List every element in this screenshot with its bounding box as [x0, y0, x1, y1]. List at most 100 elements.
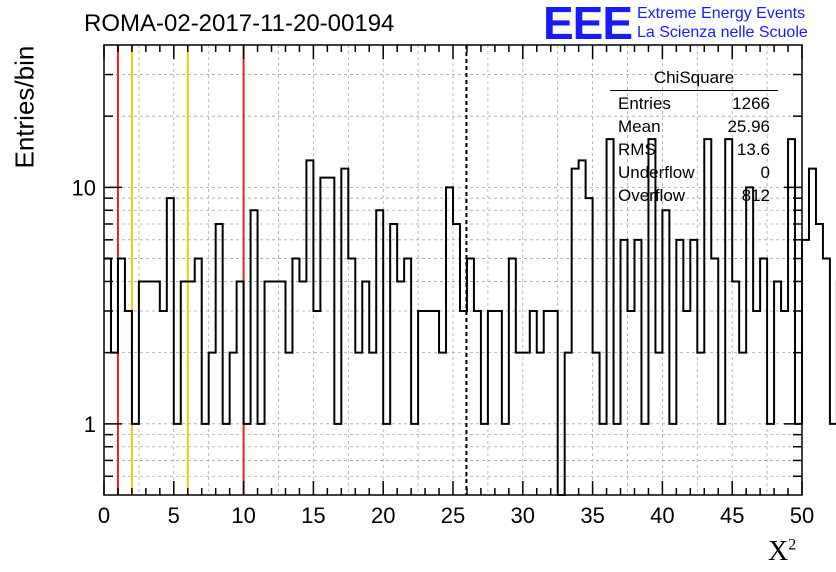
stats-row-underflow: Underflow 0 [610, 161, 778, 184]
stats-row-mean: Mean 25.96 [610, 115, 778, 138]
histogram-bin [816, 224, 823, 495]
histogram-bin [167, 198, 174, 495]
histogram-bin [418, 311, 425, 495]
histogram-bin [495, 311, 502, 495]
eee-logo: EEE [543, 0, 633, 49]
x-axis-label: X2 [768, 536, 796, 568]
histogram-bin [160, 311, 167, 495]
histogram-bin [753, 311, 760, 495]
histogram-bin [355, 353, 362, 495]
histogram-bin [362, 281, 369, 495]
histogram-bin [830, 424, 836, 495]
histogram-bin [174, 424, 181, 495]
histogram-bin [411, 424, 418, 495]
stats-value: 25.96 [727, 117, 770, 136]
histogram-bin [285, 353, 292, 495]
histogram-bin [397, 281, 404, 495]
histogram-bin [299, 281, 306, 495]
histogram-bin [244, 424, 251, 495]
histogram-bin [202, 424, 209, 495]
histogram-bin [586, 198, 593, 495]
histogram-bin [369, 353, 376, 495]
histogram-bin [209, 353, 216, 495]
x-tick-label: 30 [511, 503, 535, 528]
stats-label: Entries [618, 94, 671, 113]
x-tick-label: 35 [580, 503, 604, 528]
histogram-bin [746, 187, 753, 495]
x-axis-label-superscript: 2 [788, 536, 797, 554]
histogram-bin [579, 160, 586, 495]
histogram-bin [272, 281, 279, 495]
histogram-bin [788, 139, 795, 495]
histogram-bin [600, 424, 607, 495]
histogram-bin [537, 353, 544, 495]
histogram-bin [732, 281, 739, 495]
histogram-bin [292, 259, 299, 495]
histogram-bin [655, 353, 662, 495]
histogram-bin [683, 311, 690, 495]
histogram-bin [530, 311, 537, 495]
y-axis-label: Entries/bin [9, 45, 40, 169]
histogram-bin [334, 424, 341, 495]
histogram-bin [460, 311, 467, 495]
logo-caption-line1: Extreme Energy Events [637, 5, 806, 22]
histogram-bin [509, 259, 516, 495]
histogram-bin [614, 424, 621, 495]
x-tick-label: 25 [441, 503, 465, 528]
histogram-bin [265, 281, 272, 495]
histogram-bin [809, 169, 816, 495]
histogram-bin [641, 424, 648, 495]
x-tick-label: 50 [790, 503, 814, 528]
histogram-bin [439, 353, 446, 495]
stats-label: Overflow [618, 186, 686, 205]
histogram-bin [118, 259, 125, 495]
histogram-bin [760, 259, 767, 495]
chart-title: ROMA-02-2017-11-20-00194 [84, 10, 395, 37]
histogram-bin [216, 224, 223, 495]
stats-label: Mean [618, 117, 661, 136]
histogram-bin [223, 424, 230, 495]
x-tick-label: 20 [371, 503, 395, 528]
histogram-bin [551, 311, 558, 495]
histogram-bin [516, 353, 523, 495]
stats-value: 812 [741, 186, 770, 205]
histogram-bin [474, 311, 481, 495]
histogram-outline [104, 138, 836, 496]
histogram-bin [823, 259, 830, 495]
stats-row-rms: RMS 13.6 [610, 138, 778, 161]
histogram-bin [195, 259, 202, 495]
histogram-bin [125, 311, 132, 495]
histogram-bin [258, 424, 265, 495]
histogram-bin [662, 210, 669, 495]
x-tick-label: 0 [98, 503, 110, 528]
logo-caption-line2: La Scienza nelle Scuole [637, 24, 808, 41]
histogram-bin [181, 281, 188, 495]
histogram-bin [104, 259, 111, 495]
histogram-bin [621, 240, 628, 495]
histogram-bin [502, 424, 509, 495]
histogram-bin [544, 311, 551, 495]
histogram-bin [739, 353, 746, 495]
histogram-bin [383, 424, 390, 495]
histogram-bin [697, 353, 704, 495]
histogram-bin [376, 210, 383, 495]
histogram-bin [593, 353, 600, 495]
histogram-bin [153, 281, 160, 495]
histogram-bin [188, 281, 195, 495]
axis-ticks [103, 45, 803, 495]
histogram-bin [404, 259, 411, 495]
stats-box: ChiSquare Entries 1266 Mean 25.96 RMS 13.6 … [610, 68, 778, 207]
axis-tick-labels: 0 5 10 15 20 25 30 35 40 45 50 1 10 [72, 175, 815, 528]
histogram-bin [230, 353, 237, 495]
histogram-bin [711, 259, 718, 495]
histogram-bin [781, 311, 788, 495]
histogram-bin [251, 210, 258, 495]
histogram-bin [572, 169, 579, 495]
histogram-bin [628, 311, 635, 495]
logo-caption: Extreme Energy Events La Scienza nelle S… [637, 4, 808, 42]
histogram-bin [425, 311, 432, 495]
histogram-bin [802, 240, 809, 495]
histogram-bin [690, 240, 697, 495]
histogram-bin [488, 311, 495, 495]
